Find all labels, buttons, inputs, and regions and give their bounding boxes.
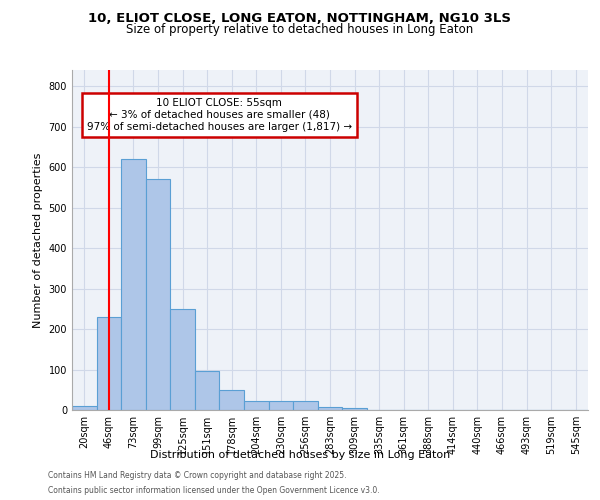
Text: Contains public sector information licensed under the Open Government Licence v3: Contains public sector information licen… (48, 486, 380, 495)
Text: Contains HM Land Registry data © Crown copyright and database right 2025.: Contains HM Land Registry data © Crown c… (48, 471, 347, 480)
Text: Size of property relative to detached houses in Long Eaton: Size of property relative to detached ho… (127, 22, 473, 36)
Bar (97, 317, 121, 410)
Bar (220, 390, 244, 410)
Text: Distribution of detached houses by size in Long Eaton: Distribution of detached houses by size … (150, 450, 450, 460)
Text: 10 ELIOT CLOSE: 55sqm
← 3% of detached houses are smaller (48)
97% of semi-detac: 10 ELIOT CLOSE: 55sqm ← 3% of detached h… (87, 98, 352, 132)
Bar (72, 406, 97, 410)
Bar (170, 309, 195, 410)
Bar (195, 370, 220, 410)
Bar (342, 408, 367, 410)
Bar (244, 401, 269, 410)
Y-axis label: Number of detached properties: Number of detached properties (33, 152, 43, 328)
Bar (121, 159, 146, 410)
Bar (269, 401, 293, 410)
Bar (293, 401, 318, 410)
Text: 10, ELIOT CLOSE, LONG EATON, NOTTINGHAM, NG10 3LS: 10, ELIOT CLOSE, LONG EATON, NOTTINGHAM,… (89, 12, 511, 26)
Bar (146, 180, 170, 410)
Bar (318, 407, 342, 410)
